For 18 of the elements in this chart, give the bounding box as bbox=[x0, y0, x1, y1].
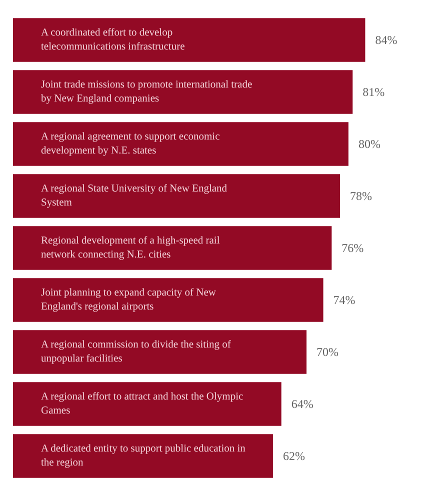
data-label: 74% bbox=[333, 293, 356, 307]
data-label: 70% bbox=[316, 345, 339, 359]
data-label: 76% bbox=[342, 241, 364, 255]
data-label: 84% bbox=[375, 33, 398, 47]
data-label: 62% bbox=[282, 449, 305, 463]
data-label: 64% bbox=[291, 397, 314, 411]
y-tick-label: A regional agreement to support economic development by N.E. states bbox=[41, 132, 222, 156]
y-tick-label: A regional State University of New England System bbox=[41, 184, 230, 208]
y-tick-label: Regional development of a high-speed rail network connecting N.E. cities bbox=[41, 236, 222, 260]
y-tick-label: A regional effort to attract and host the Olympic Games bbox=[41, 392, 246, 416]
y-tick-label: A coordinated effort to develop telecommunications infrastructure bbox=[41, 28, 186, 52]
y-tick-label: A regional commission to divide the siting of unpopular facilities bbox=[41, 340, 234, 364]
y-tick-label: Joint planning to expand capacity of New England's regional airports bbox=[41, 288, 219, 312]
data-label: 80% bbox=[358, 137, 380, 151]
data-label: 78% bbox=[350, 189, 372, 203]
y-tick-label: Joint trade missions to promote international trade by New England companies bbox=[41, 80, 255, 104]
y-tick-label: A dedicated entity to support public education in the region bbox=[41, 444, 248, 468]
data-label: 81% bbox=[362, 85, 385, 99]
